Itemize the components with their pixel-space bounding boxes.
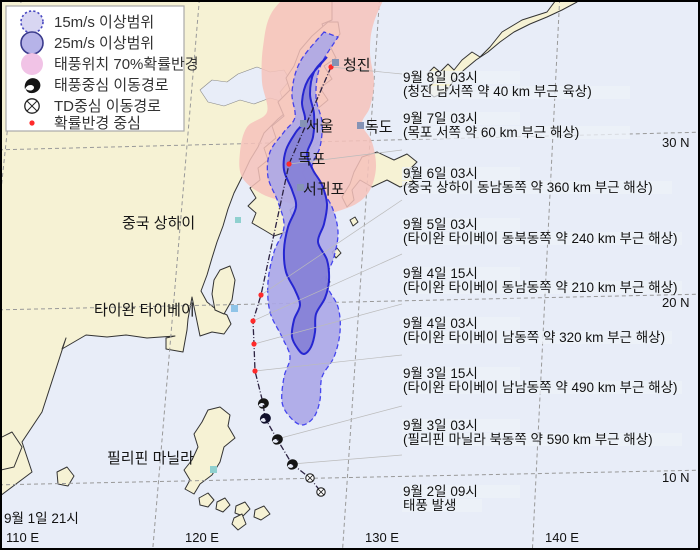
svg-text:중국 상하이: 중국 상하이 — [122, 215, 195, 232]
svg-text:120 E: 120 E — [185, 530, 219, 545]
svg-text:(타이완 타이베이 동북동쪽 약 240 km 부근 해상): (타이완 타이베이 동북동쪽 약 240 km 부근 해상) — [403, 231, 678, 246]
svg-text:130 E: 130 E — [365, 530, 399, 545]
svg-text:140 E: 140 E — [545, 530, 579, 545]
svg-text:확률반경 중심: 확률반경 중심 — [54, 115, 141, 132]
svg-text:110 E: 110 E — [6, 530, 39, 545]
svg-text:태풍위치 70%확률반경: 태풍위치 70%확률반경 — [54, 56, 199, 73]
svg-text:9월 6일 03시: 9월 6일 03시 — [403, 166, 478, 181]
svg-text:9월 8일 03시: 9월 8일 03시 — [403, 70, 478, 85]
svg-text:9월 3일 15시: 9월 3일 15시 — [403, 366, 478, 381]
svg-text:9월 1일 21시: 9월 1일 21시 — [4, 511, 79, 526]
svg-text:(중국 상하이 동남동쪽 약 360 km 부근 해상): (중국 상하이 동남동쪽 약 360 km 부근 해상) — [403, 180, 653, 195]
svg-text:9월 5일 03시: 9월 5일 03시 — [403, 217, 478, 232]
svg-text:15m/s 이상범위: 15m/s 이상범위 — [54, 14, 154, 31]
svg-text:9월 4일 03시: 9월 4일 03시 — [403, 316, 478, 331]
svg-text:10 N: 10 N — [662, 470, 689, 485]
svg-text:20 N: 20 N — [662, 295, 689, 310]
svg-text:9월 4일 15시: 9월 4일 15시 — [403, 266, 478, 281]
svg-text:필리핀 마닐라: 필리핀 마닐라 — [107, 450, 194, 467]
svg-text:서울: 서울 — [306, 118, 334, 135]
svg-text:청진: 청진 — [343, 57, 371, 74]
svg-text:(목포 서쪽 약 60 km 부근 해상): (목포 서쪽 약 60 km 부근 해상) — [403, 125, 579, 140]
svg-text:목포: 목포 — [298, 151, 326, 168]
svg-text:(필리핀 마닐라 북동쪽 약 590 km 부근 해상): (필리핀 마닐라 북동쪽 약 590 km 부근 해상) — [403, 432, 653, 447]
svg-text:(타이완 타이베이 남남동쪽 약 490 km 부근 해상): (타이완 타이베이 남남동쪽 약 490 km 부근 해상) — [403, 380, 678, 395]
svg-text:독도: 독도 — [365, 119, 393, 136]
svg-text:30 N: 30 N — [662, 135, 689, 150]
svg-text:(타이완 타이베이 남동쪽 약 320 km 부근 해상): (타이완 타이베이 남동쪽 약 320 km 부근 해상) — [403, 330, 665, 345]
svg-text:(청진 남서쪽 약 40 km 부근 육상): (청진 남서쪽 약 40 km 부근 육상) — [403, 84, 592, 99]
svg-text:태풍중심 이동경로: 태풍중심 이동경로 — [54, 77, 169, 94]
svg-text:9월 2일 09시: 9월 2일 09시 — [403, 484, 478, 499]
svg-text:(타이완 타이베이 동남동쪽 약 210 km 부근 해상): (타이완 타이베이 동남동쪽 약 210 km 부근 해상) — [403, 280, 678, 295]
svg-text:TD중심 이동경로: TD중심 이동경로 — [54, 98, 161, 115]
svg-text:9월 3일 03시: 9월 3일 03시 — [403, 418, 478, 433]
svg-text:서귀포: 서귀포 — [303, 181, 345, 198]
svg-text:9월 7일 03시: 9월 7일 03시 — [403, 111, 478, 126]
svg-text:타이완 타이베이: 타이완 타이베이 — [94, 302, 195, 319]
svg-text:25m/s 이상범위: 25m/s 이상범위 — [54, 35, 154, 52]
svg-text:태풍 발생: 태풍 발생 — [403, 498, 456, 513]
